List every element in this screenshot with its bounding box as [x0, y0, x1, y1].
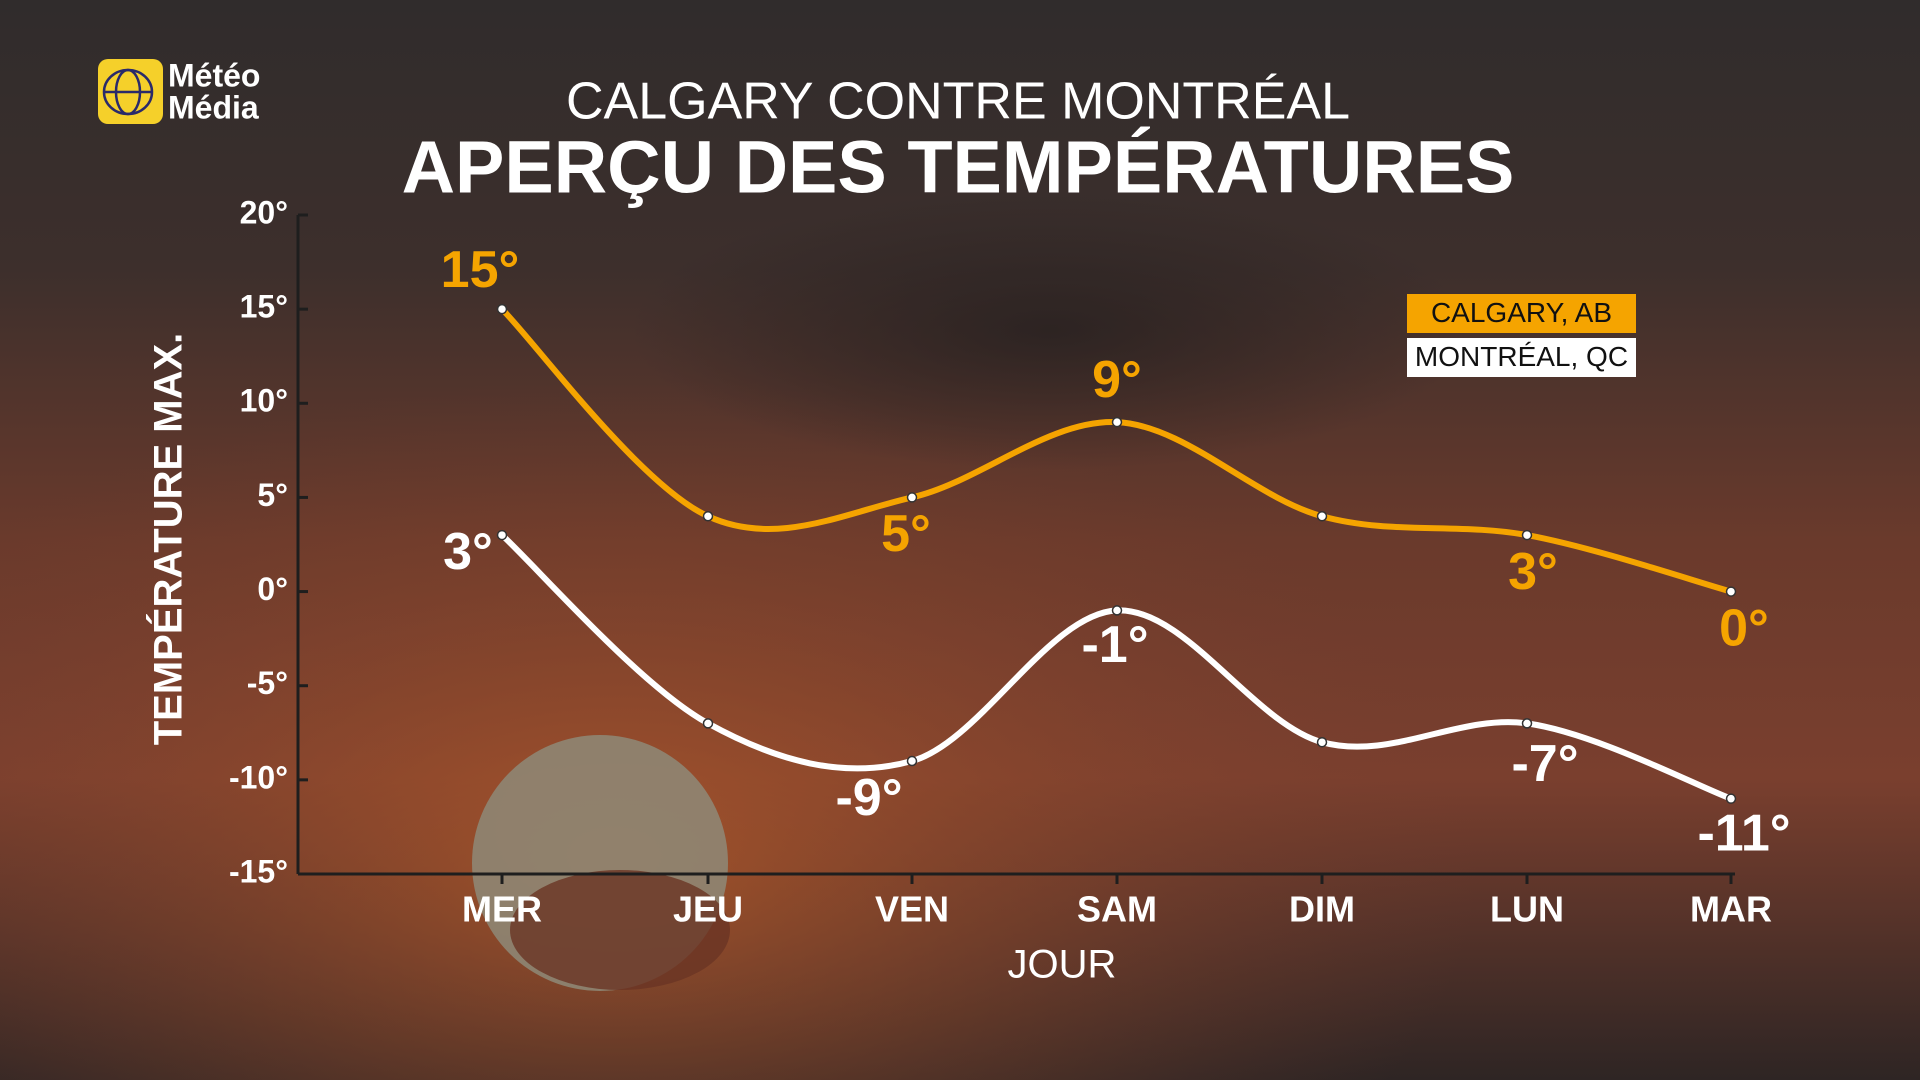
chart-subtitle: CALGARY CONTRE MONTRÉAL — [566, 73, 1350, 131]
y-tick-label: -10° — [229, 759, 288, 795]
y-tick-label: 0° — [257, 571, 288, 607]
sun-cloud — [510, 870, 730, 990]
y-tick-label: 5° — [257, 477, 288, 513]
data-label: -7° — [1511, 735, 1578, 793]
y-tick-label: 10° — [240, 383, 288, 419]
logo-text: Média — [168, 89, 259, 125]
point — [1316, 511, 1328, 522]
legend-swatch — [1407, 338, 1636, 377]
point — [702, 511, 714, 522]
data-label: 0° — [1719, 599, 1769, 657]
x-axis-label: JOUR — [1008, 943, 1117, 987]
chart-title: APERÇU DES TEMPÉRATURES — [402, 126, 1515, 209]
logo-text: Météo — [168, 57, 260, 93]
point — [1725, 793, 1737, 804]
point — [1316, 736, 1328, 748]
y-tick-label: -15° — [229, 853, 288, 889]
x-tick-label: MER — [462, 889, 542, 930]
data-label: 9° — [1092, 351, 1142, 409]
y-tick-label: -5° — [247, 665, 288, 701]
data-label: 5° — [881, 505, 931, 563]
data-label: 15° — [441, 241, 520, 299]
legend-label: CALGARY, AB — [1431, 297, 1612, 328]
x-tick-label: VEN — [875, 889, 949, 930]
x-tick-label: DIM — [1289, 889, 1355, 930]
data-label: -1° — [1081, 616, 1148, 674]
x-tick-label: LUN — [1490, 889, 1564, 930]
data-label: 3° — [1508, 543, 1558, 601]
y-axis-label: TEMPÉRATURE MAX. — [146, 333, 191, 746]
point — [1521, 718, 1533, 729]
logo-globe — [102, 68, 154, 116]
cloud — [630, 190, 1470, 470]
point — [1725, 586, 1737, 597]
point — [702, 718, 714, 729]
point — [1111, 416, 1123, 428]
x-tick-label: SAM — [1077, 889, 1157, 930]
point — [1111, 605, 1123, 616]
data-label: -9° — [835, 769, 902, 827]
legend-label: MONTRÉAL, QC — [1415, 341, 1628, 372]
point — [496, 529, 508, 541]
point — [1521, 529, 1533, 541]
point — [496, 303, 508, 315]
point — [906, 755, 918, 767]
x-tick-label: MAR — [1690, 889, 1772, 930]
data-label: -11° — [1697, 804, 1790, 862]
point — [906, 492, 918, 503]
y-tick-label: 20° — [240, 194, 288, 230]
x-tick-label: JEU — [673, 889, 743, 930]
y-tick-label: 15° — [240, 289, 288, 325]
data-label: 3° — [443, 523, 493, 581]
legend-swatch — [1407, 294, 1636, 333]
